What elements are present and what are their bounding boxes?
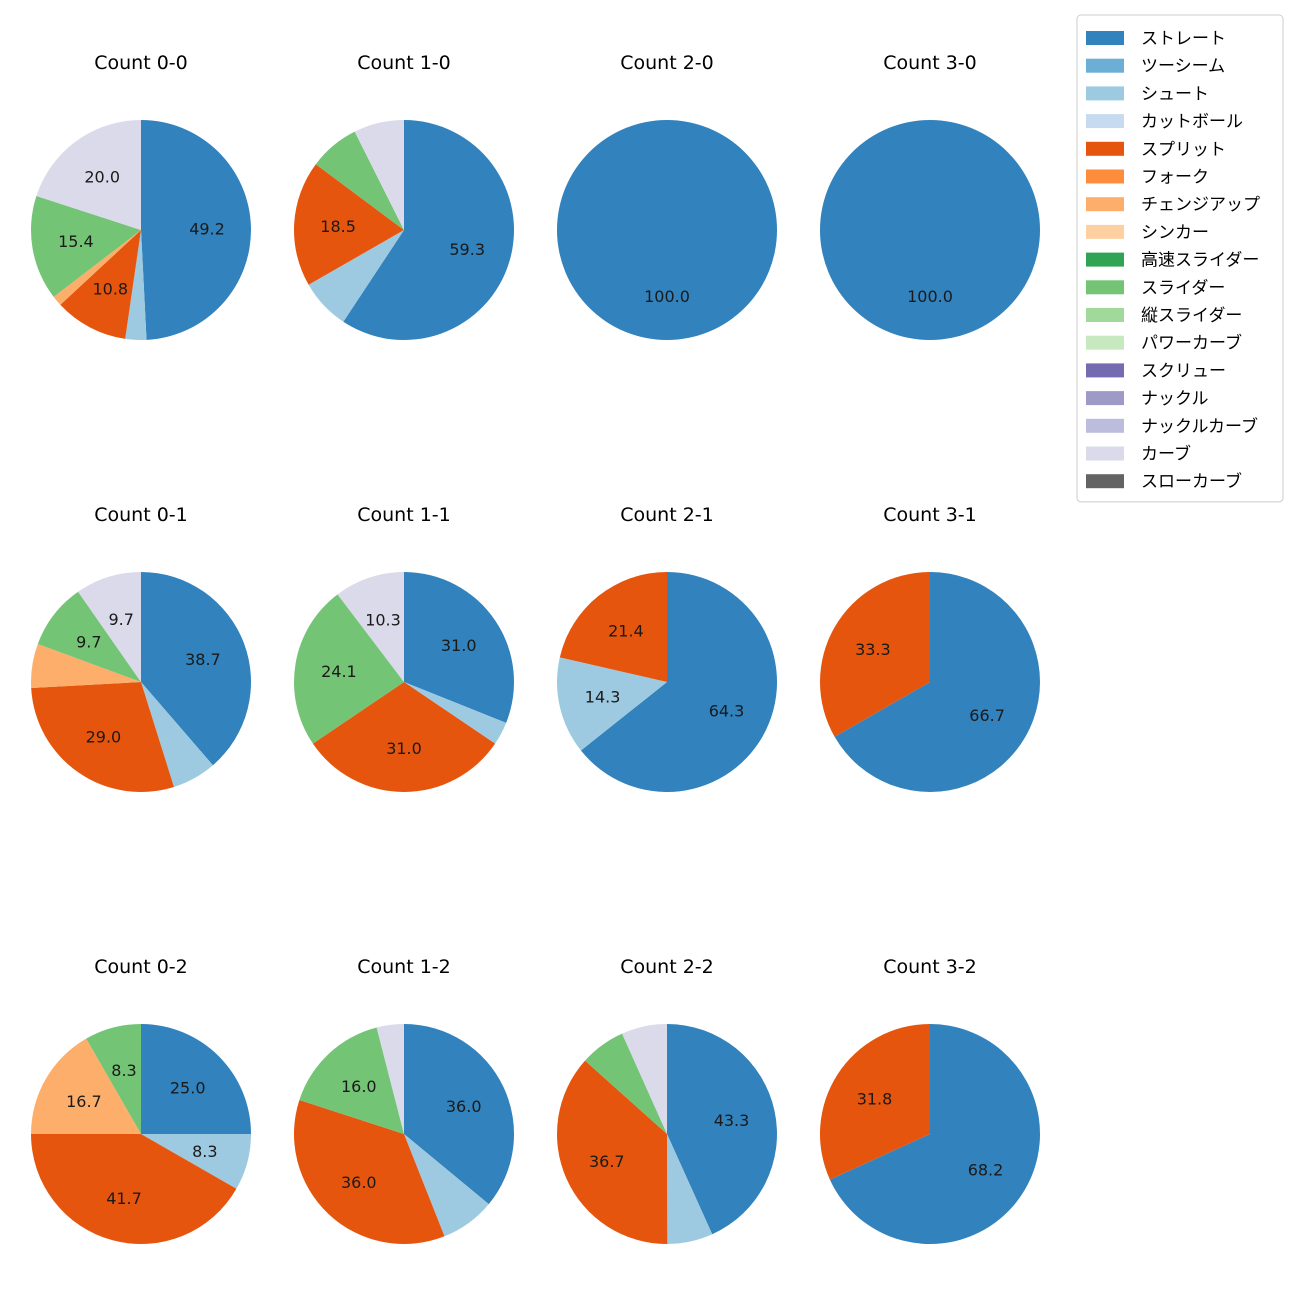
legend-label: フォーク bbox=[1141, 168, 1209, 188]
pie-slice-label: 9.7 bbox=[76, 633, 101, 652]
pie-slice-label: 10.3 bbox=[365, 610, 401, 629]
pie-panel: Count 3-0 100.0 bbox=[820, 52, 1040, 340]
legend-label: スライダー bbox=[1141, 278, 1225, 298]
legend-label: カーブ bbox=[1141, 444, 1191, 465]
pie-slice-label: 36.0 bbox=[446, 1097, 482, 1116]
pie-title: Count 0-2 bbox=[94, 956, 188, 978]
pie-panel: Count 2-0 100.0 bbox=[557, 52, 777, 340]
legend-label: チェンジアップ bbox=[1141, 195, 1260, 215]
legend-swatch bbox=[1086, 391, 1124, 405]
legend-swatch bbox=[1086, 197, 1124, 211]
pie-title: Count 2-1 bbox=[620, 504, 714, 526]
pie-slice-label: 20.0 bbox=[84, 168, 120, 187]
pie-panel: Count 1-2 36.0 36.0 16.0 bbox=[294, 956, 514, 1244]
legend-label: スローカーブ bbox=[1141, 471, 1242, 492]
legend-label: スクリュー bbox=[1141, 361, 1226, 381]
legend-swatch bbox=[1086, 142, 1124, 156]
pie-slice-label: 33.3 bbox=[855, 640, 891, 659]
pie-panel: Count 3-2 68.2 31.8 bbox=[820, 956, 1040, 1244]
pie-chart-grid: Count 0-0 49.2 10.8 15.4 20.0 Count 1-0 59.3 18… bbox=[0, 0, 1300, 1300]
pie-slice-label: 38.7 bbox=[185, 650, 221, 669]
pie-slice-label: 8.3 bbox=[111, 1061, 136, 1080]
pie-slice-label: 66.7 bbox=[969, 706, 1005, 725]
legend-label: スプリット bbox=[1141, 140, 1226, 160]
legend-swatch bbox=[1086, 474, 1124, 488]
pie-title: Count 2-2 bbox=[620, 956, 714, 978]
pie-slice-label: 31.8 bbox=[857, 1089, 893, 1108]
pie-slice-label: 68.2 bbox=[968, 1161, 1004, 1180]
pie-slice-label: 49.2 bbox=[189, 219, 225, 238]
pie-title: Count 3-1 bbox=[883, 504, 977, 526]
pie-slice-label: 16.7 bbox=[66, 1092, 102, 1111]
pie-panel: Count 1-0 59.3 18.5 bbox=[294, 52, 514, 340]
legend-swatch bbox=[1086, 31, 1124, 45]
legend-swatch bbox=[1086, 225, 1124, 239]
legend-label: ツーシーム bbox=[1141, 57, 1225, 77]
pie-title: Count 2-0 bbox=[620, 52, 714, 74]
pie-panels: Count 0-0 49.2 10.8 15.4 20.0 Count 1-0 59.3 18… bbox=[31, 52, 1040, 1244]
pie-slice-label: 16.0 bbox=[341, 1077, 377, 1096]
pie-slice-label: 8.3 bbox=[192, 1142, 217, 1161]
pie-slice-label: 64.3 bbox=[709, 702, 745, 721]
legend-swatch bbox=[1086, 363, 1124, 377]
pie-slice-label: 31.0 bbox=[441, 636, 477, 655]
pie-slice-label: 10.8 bbox=[92, 279, 128, 298]
pie-slice-label: 25.0 bbox=[170, 1078, 206, 1097]
pie-title: Count 0-0 bbox=[94, 52, 188, 74]
pie-title: Count 1-0 bbox=[357, 52, 451, 74]
legend-swatch bbox=[1086, 308, 1124, 322]
pie-slice-label: 14.3 bbox=[585, 688, 621, 707]
pie-slice-label: 43.3 bbox=[714, 1111, 750, 1130]
pie-title: Count 1-1 bbox=[357, 504, 451, 526]
pie-slice bbox=[557, 120, 777, 340]
pie-panel: Count 0-0 49.2 10.8 15.4 20.0 bbox=[31, 52, 251, 340]
legend-label: シュート bbox=[1141, 84, 1209, 104]
pie-slice-label: 36.7 bbox=[589, 1152, 625, 1171]
legend-swatch bbox=[1086, 336, 1124, 350]
pie-slice-label: 100.0 bbox=[907, 287, 953, 306]
legend-swatch bbox=[1086, 59, 1124, 73]
pie-title: Count 1-2 bbox=[357, 956, 451, 978]
legend-swatch bbox=[1086, 447, 1124, 461]
legend-swatch bbox=[1086, 253, 1124, 267]
pie-title: Count 0-1 bbox=[94, 504, 188, 526]
legend-label: カットボール bbox=[1141, 112, 1243, 132]
legend-swatch bbox=[1086, 86, 1124, 100]
pie-slice-label: 100.0 bbox=[644, 287, 690, 306]
pie-title: Count 3-2 bbox=[883, 956, 977, 978]
legend-swatch bbox=[1086, 114, 1124, 128]
pie-slice bbox=[820, 120, 1040, 340]
legend-swatch bbox=[1086, 170, 1124, 184]
pie-slice-label: 36.0 bbox=[341, 1173, 377, 1192]
pie-panel: Count 0-2 25.0 8.3 41.7 16.7 8.3 bbox=[31, 956, 251, 1244]
legend-label: シンカー bbox=[1141, 223, 1209, 243]
legend-label: 高速スライダー bbox=[1141, 251, 1259, 271]
legend-label: パワーカーブ bbox=[1141, 333, 1242, 354]
legend-label: ストレート bbox=[1141, 29, 1226, 49]
pie-panel: Count 1-1 31.0 31.0 24.1 10.3 bbox=[294, 504, 514, 792]
pie-panel: Count 3-1 66.7 33.3 bbox=[820, 504, 1040, 792]
legend-label: ナックルカーブ bbox=[1141, 416, 1258, 437]
legend-label: ナックル bbox=[1141, 389, 1209, 409]
pie-slice-label: 41.7 bbox=[106, 1189, 142, 1208]
pie-slice-label: 18.5 bbox=[320, 217, 356, 236]
pie-panel: Count 0-1 38.7 29.0 9.7 9.7 bbox=[31, 504, 251, 792]
pie-slice-label: 29.0 bbox=[86, 727, 122, 746]
pie-slice-label: 31.0 bbox=[386, 739, 422, 758]
pie-panel: Count 2-2 43.3 36.7 bbox=[557, 956, 777, 1244]
legend-swatch bbox=[1086, 280, 1124, 294]
pie-slice-label: 24.1 bbox=[321, 662, 357, 681]
legend-swatch bbox=[1086, 419, 1124, 433]
pie-slice-label: 59.3 bbox=[449, 240, 485, 259]
pie-title: Count 3-0 bbox=[883, 52, 977, 74]
pie-slice-label: 21.4 bbox=[608, 621, 644, 640]
pie-slice-label: 9.7 bbox=[108, 610, 133, 629]
legend-label: 縦スライダー bbox=[1141, 306, 1242, 326]
legend: ストレートツーシームシュートカットボールスプリットフォークチェンジアップシンカー… bbox=[1077, 15, 1283, 502]
pie-slice-label: 15.4 bbox=[58, 232, 94, 251]
pie-panel: Count 2-1 64.3 14.3 21.4 bbox=[557, 504, 777, 792]
